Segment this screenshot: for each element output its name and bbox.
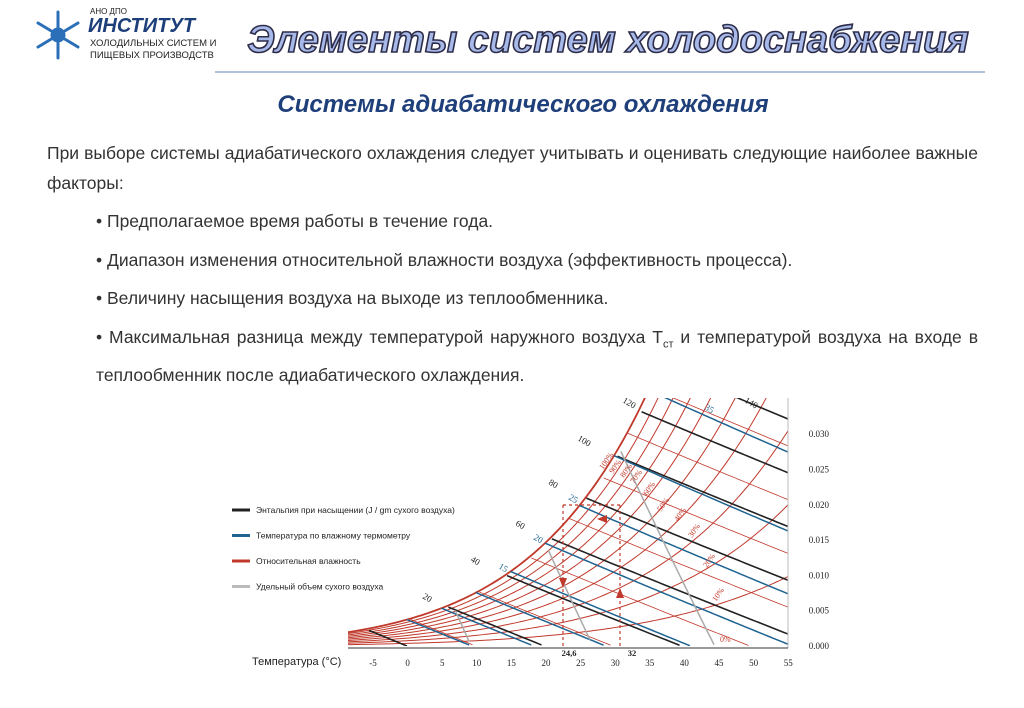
enthalpy-label: 100 xyxy=(576,433,593,449)
bullet-item: • Предполагаемое время работы в течение … xyxy=(96,211,494,231)
rh-curve xyxy=(348,398,767,641)
x-tick-label: 10 xyxy=(472,658,482,668)
marker-label: 32 xyxy=(628,648,637,658)
enthalpy-line xyxy=(627,432,788,501)
x-tick-label: 0 xyxy=(405,658,410,668)
x-tick-label: -5 xyxy=(369,658,377,668)
volume-line xyxy=(454,610,470,642)
enthalpy-label: 60 xyxy=(514,518,527,531)
legend-label: Относительная влажность xyxy=(256,556,361,566)
section-title: Системы адиабатического охлаждения xyxy=(277,91,768,118)
enthalpy-line xyxy=(448,606,542,646)
x-tick-label: 35 xyxy=(645,658,655,668)
enthalpy-line xyxy=(617,455,788,528)
marker-label: 24,6 xyxy=(562,648,577,658)
psychrometric-curves xyxy=(348,398,788,646)
bullet-item: • Величину насыщения воздуха на выходе и… xyxy=(96,288,609,308)
enthalpy-line xyxy=(551,538,788,635)
logo-name: ИНСТИТУТ xyxy=(88,15,197,37)
rh-curve xyxy=(348,398,674,636)
enthalpy-line xyxy=(506,574,680,646)
rh-label: 10% xyxy=(710,586,726,603)
volume-line xyxy=(620,451,715,646)
enthalpy-line xyxy=(368,629,408,646)
logo-line: ПИЩЕВЫХ ПРОИЗВОДСТВ xyxy=(90,50,214,61)
rh-curve xyxy=(348,398,659,635)
wet-bulb-label: 35 xyxy=(703,402,716,415)
enthalpy-line xyxy=(641,411,788,474)
bullet-text: и температурой воздуха на входе в теплоо… xyxy=(96,327,979,385)
rh-curve xyxy=(348,398,691,637)
y-tick-label: 0.020 xyxy=(809,500,830,510)
wet-bulb-label: 20 xyxy=(532,532,545,545)
y-tick-label: 0.010 xyxy=(809,570,830,580)
rh-label: 0% xyxy=(720,635,731,644)
volume-line xyxy=(547,550,591,640)
process-lines xyxy=(562,504,621,648)
bullet-item: • Максимальная разница между температуро… xyxy=(96,322,978,390)
subscript: ст xyxy=(662,338,674,351)
header-title: Элементы систем холодоснабжения xyxy=(247,19,969,61)
wet-bulb-label: 25 xyxy=(567,492,580,505)
rh-label: 20% xyxy=(701,552,717,569)
x-tick-label: 25 xyxy=(576,658,586,668)
enthalpy-line xyxy=(410,619,473,646)
enthalpy-label: 20 xyxy=(421,591,434,604)
wet-bulb-line xyxy=(579,504,788,595)
enthalpy-label: 80 xyxy=(547,477,560,490)
enthalpy-line xyxy=(603,477,788,554)
legend-label: Энтальпия при насыщении (J / gm сухого в… xyxy=(256,505,455,515)
y-tick-label: 0.005 xyxy=(809,606,830,616)
x-tick-label: 20 xyxy=(542,658,552,668)
x-axis-label: Температура (°С) xyxy=(252,656,341,668)
x-tick-label: 40 xyxy=(680,658,690,668)
y-tick-label: 0.015 xyxy=(809,535,830,545)
wet-bulb-line xyxy=(544,542,788,646)
enthalpy-label: 140 xyxy=(743,395,760,411)
y-tick-label: 0.025 xyxy=(809,465,830,475)
enthalpy-label: 40 xyxy=(469,554,482,567)
rh-label: 30% xyxy=(686,522,702,539)
y-tick-label: 0.000 xyxy=(809,641,830,651)
bullet-item: • Диапазон изменения относительной влажн… xyxy=(96,249,793,270)
wet-bulb-line xyxy=(475,591,604,646)
rh-curve xyxy=(348,398,712,639)
logo-icon xyxy=(36,10,80,60)
x-tick-label: 50 xyxy=(749,658,759,668)
enthalpy-line xyxy=(672,398,788,447)
rh-label: 40% xyxy=(672,506,688,523)
logo-line: ХОЛОДИЛЬНЫХ СИСТЕМ И xyxy=(90,38,217,49)
enthalpy-line xyxy=(735,398,788,420)
wet-bulb-line xyxy=(613,455,788,532)
wet-bulb-line xyxy=(664,398,788,453)
bullet-text: • Максимальная разница между температуро… xyxy=(96,327,663,347)
intro-text: При выборе системы адиабатического охлаж… xyxy=(47,143,978,193)
x-tick-label: 5 xyxy=(440,658,445,668)
legend-label: Удельный объем сухого воздуха xyxy=(256,582,384,592)
x-tick-label: 15 xyxy=(507,658,517,668)
x-tick-label: 45 xyxy=(715,658,725,668)
wet-bulb-line xyxy=(510,570,691,646)
enthalpy-line xyxy=(586,497,788,582)
enthalpy-line xyxy=(568,518,788,608)
logo-small: АНО ДПО xyxy=(90,7,127,16)
y-tick-label: 0.030 xyxy=(809,429,830,439)
rh-label: 50% xyxy=(655,496,671,513)
wet-bulb-line xyxy=(406,618,470,646)
enthalpy-line xyxy=(531,557,749,646)
enthalpy-label: 120 xyxy=(621,395,638,411)
x-tick-label: 30 xyxy=(611,658,621,668)
legend-label: Температура по влажному термометру xyxy=(256,531,411,541)
x-tick-label: 55 xyxy=(784,658,794,668)
process-arrows xyxy=(559,515,624,598)
rh-curve xyxy=(348,398,736,640)
